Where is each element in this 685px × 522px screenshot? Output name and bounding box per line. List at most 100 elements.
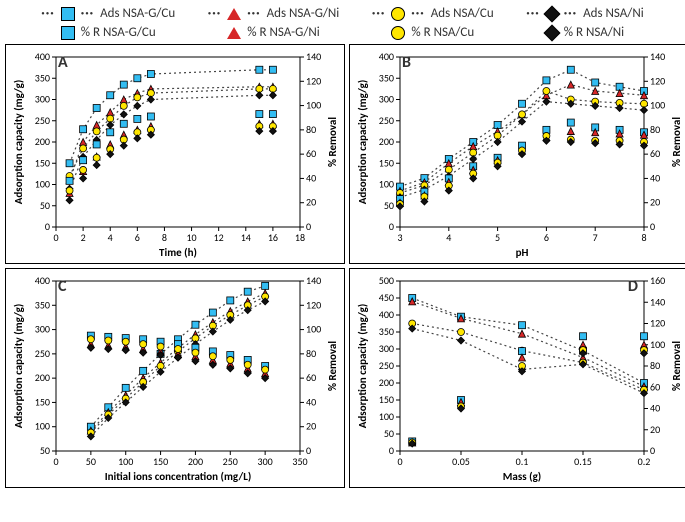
svg-text:50: 50: [384, 427, 394, 440]
svg-text:40: 40: [650, 171, 660, 184]
svg-text:50: 50: [86, 455, 96, 468]
svg-text:Mass (g): Mass (g): [503, 470, 541, 483]
svg-text:4: 4: [108, 231, 113, 244]
panel-d: 00.050.10.150.20501001502002503003504004…: [349, 268, 685, 488]
svg-text:400: 400: [379, 308, 394, 321]
svg-text:200: 200: [188, 455, 203, 468]
svg-text:0.2: 0.2: [638, 455, 651, 468]
svg-text:50: 50: [384, 199, 394, 212]
svg-text:140: 140: [650, 295, 665, 308]
panel-label: D: [628, 277, 638, 296]
panel-label: B: [402, 53, 411, 72]
legend-item: % R NSA-G/Ni: [227, 25, 320, 40]
legend-item: ······Ads NSA/Ni: [526, 6, 643, 21]
svg-text:% Removal: % Removal: [326, 341, 339, 391]
legend-item: ······Ads NSA-G/Ni: [208, 6, 340, 21]
svg-text:300: 300: [379, 93, 394, 106]
svg-text:40: 40: [650, 402, 660, 415]
svg-text:0: 0: [306, 220, 311, 233]
legend-item: % R NSA-G/Cu: [61, 25, 156, 40]
panel-grid: 0246810121416180501001502002503003504000…: [5, 44, 680, 488]
svg-text:0: 0: [650, 220, 655, 233]
svg-text:80: 80: [306, 347, 316, 360]
svg-text:Adsorption capacity (mg/g): Adsorption capacity (mg/g): [356, 304, 369, 429]
svg-text:18: 18: [295, 231, 305, 244]
svg-text:300: 300: [35, 93, 50, 106]
svg-text:6: 6: [544, 231, 549, 244]
svg-text:300: 300: [35, 323, 50, 336]
svg-text:Adsorption capacity (mg/g): Adsorption capacity (mg/g): [12, 80, 25, 205]
svg-text:140: 140: [306, 50, 321, 63]
chart-d: 00.050.10.150.20501001502002503003504004…: [354, 273, 684, 483]
svg-text:0: 0: [53, 231, 58, 244]
svg-text:0: 0: [53, 455, 58, 468]
svg-text:8: 8: [162, 231, 167, 244]
svg-text:0: 0: [45, 220, 50, 233]
svg-text:150: 150: [379, 156, 394, 169]
chart-a: 0246810121416180501001502002503003504000…: [10, 49, 340, 259]
svg-text:Adsorption capacity (mg/g): Adsorption capacity (mg/g): [12, 304, 25, 429]
svg-text:20: 20: [306, 196, 316, 209]
svg-text:140: 140: [306, 274, 321, 287]
chart-b: 3456780501001502002503003504000204060801…: [354, 49, 684, 259]
svg-text:20: 20: [650, 423, 660, 436]
svg-text:5: 5: [495, 231, 500, 244]
svg-text:250: 250: [35, 347, 50, 360]
svg-text:20: 20: [306, 420, 316, 433]
svg-text:160: 160: [650, 274, 665, 287]
svg-text:100: 100: [306, 323, 321, 336]
svg-text:8: 8: [641, 231, 646, 244]
svg-text:2: 2: [81, 231, 86, 244]
svg-text:4: 4: [446, 231, 451, 244]
svg-text:200: 200: [35, 135, 50, 148]
svg-text:0: 0: [306, 444, 311, 457]
svg-text:300: 300: [379, 342, 394, 355]
panel-label: C: [58, 277, 66, 296]
legend: ······Ads NSA-G/Cu······Ads NSA-G/Ni····…: [15, 4, 670, 42]
svg-text:150: 150: [379, 393, 394, 406]
svg-text:100: 100: [35, 178, 50, 191]
svg-text:0.15: 0.15: [574, 455, 592, 468]
svg-text:Adsorption capacity (mg/g): Adsorption capacity (mg/g): [356, 80, 369, 205]
svg-text:14: 14: [241, 231, 251, 244]
svg-text:100: 100: [379, 178, 394, 191]
svg-text:0: 0: [389, 444, 394, 457]
legend-item: % R NSA/Ni: [546, 25, 624, 40]
svg-text:150: 150: [35, 395, 50, 408]
svg-text:pH: pH: [516, 246, 529, 259]
svg-text:100: 100: [379, 410, 394, 423]
legend-item: ······Ads NSA/Cu: [372, 6, 494, 21]
svg-text:150: 150: [35, 156, 50, 169]
svg-text:16: 16: [268, 231, 278, 244]
svg-text:80: 80: [650, 359, 660, 372]
svg-text:0.05: 0.05: [452, 455, 470, 468]
svg-text:7: 7: [593, 231, 598, 244]
svg-text:250: 250: [223, 455, 238, 468]
svg-text:0.1: 0.1: [516, 455, 529, 468]
svg-text:200: 200: [379, 135, 394, 148]
svg-text:6: 6: [135, 231, 140, 244]
svg-text:100: 100: [35, 420, 50, 433]
svg-text:140: 140: [650, 50, 665, 63]
svg-text:12: 12: [214, 231, 224, 244]
svg-text:500: 500: [379, 274, 394, 287]
svg-text:60: 60: [650, 380, 660, 393]
svg-text:400: 400: [379, 50, 394, 63]
svg-text:250: 250: [35, 114, 50, 127]
svg-text:350: 350: [35, 71, 50, 84]
svg-text:250: 250: [379, 114, 394, 127]
svg-text:350: 350: [35, 298, 50, 311]
chart-c: 0501001502002503003505010015020025030035…: [10, 273, 340, 483]
svg-text:60: 60: [650, 147, 660, 160]
legend-item: % R NSA/Cu: [391, 25, 474, 40]
svg-text:400: 400: [35, 50, 50, 63]
svg-text:100: 100: [306, 99, 321, 112]
svg-text:120: 120: [306, 298, 321, 311]
svg-text:100: 100: [650, 99, 665, 112]
svg-text:10: 10: [186, 231, 196, 244]
svg-text:% Removal: % Removal: [670, 341, 683, 391]
panel-label: A: [58, 53, 68, 72]
panel-b: 3456780501001502002503003504000204060801…: [349, 44, 685, 264]
svg-text:0: 0: [389, 220, 394, 233]
svg-text:120: 120: [650, 74, 665, 87]
